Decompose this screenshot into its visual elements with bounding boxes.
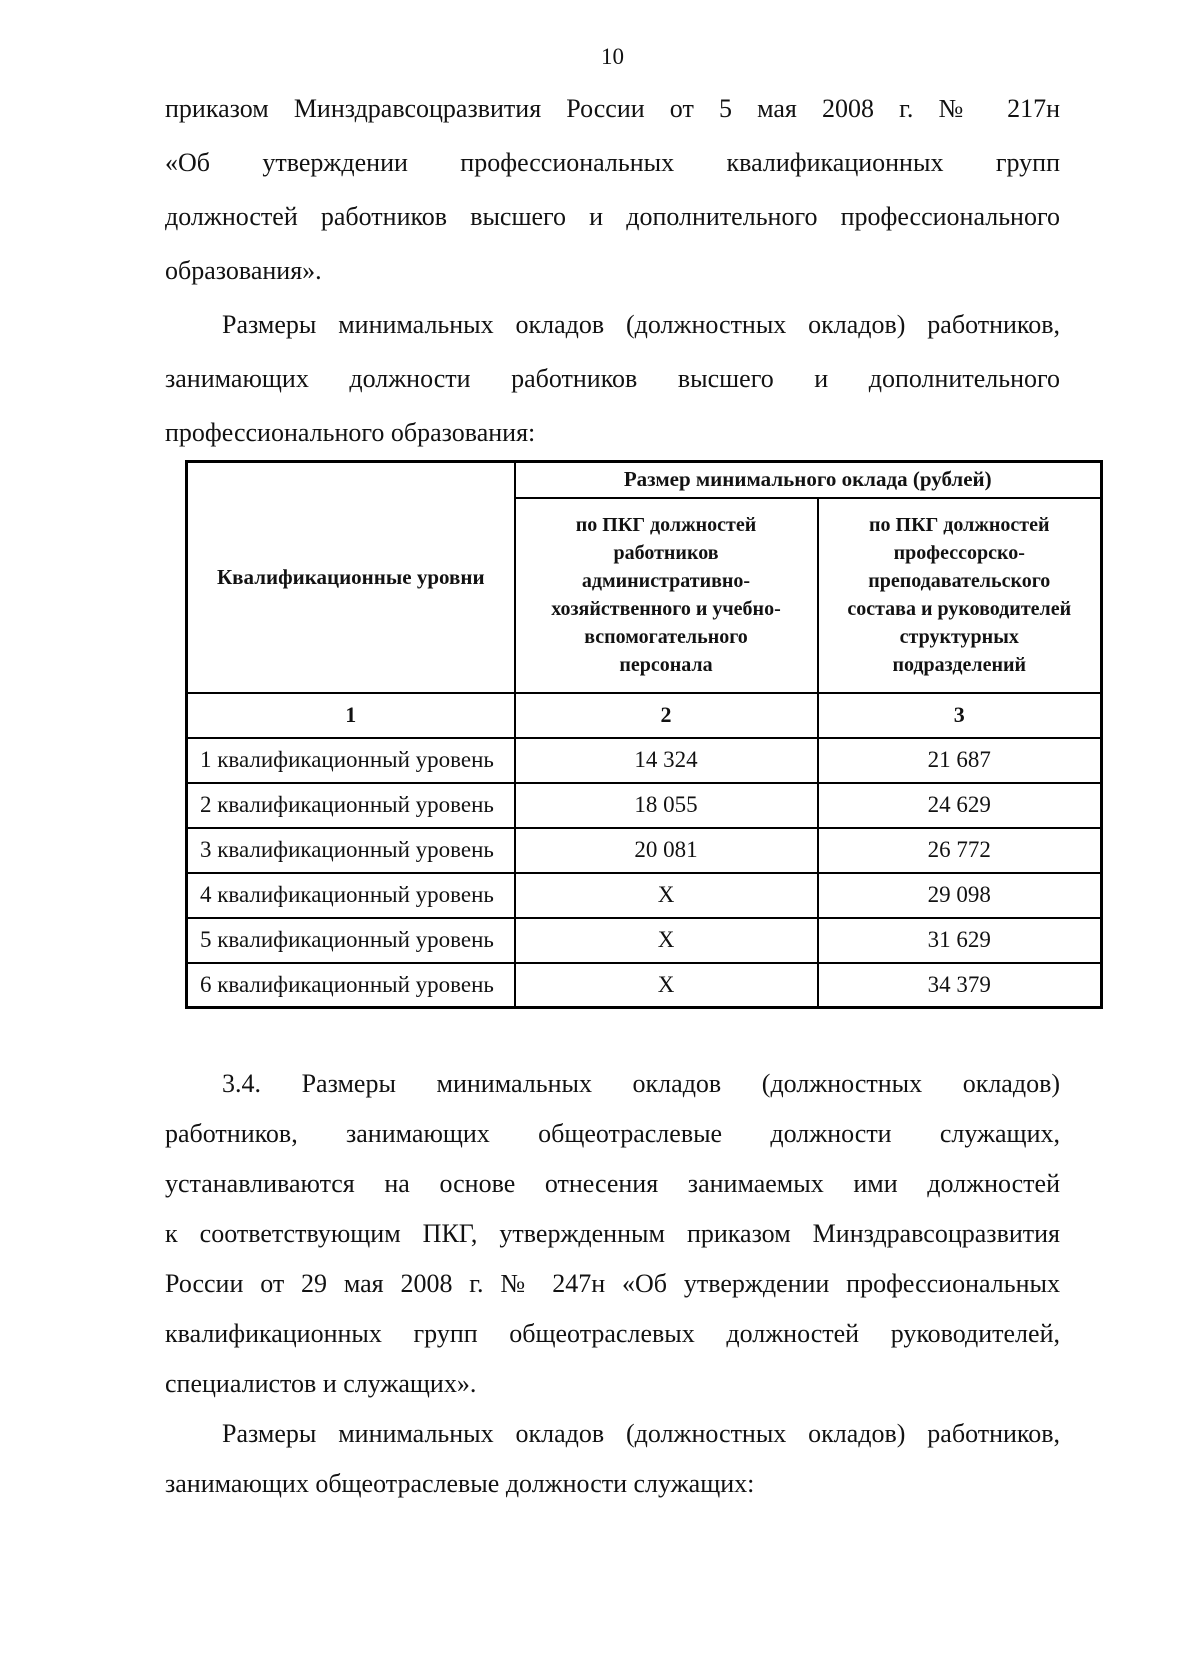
column-numbering-row: 1 2 3	[185, 691, 1103, 739]
header-line: персонала	[619, 654, 713, 676]
admin-salary-value: 20 081	[513, 826, 819, 874]
paragraph-line: к соответствующим ПКГ, утвержденным прик…	[165, 1219, 1060, 1248]
paragraph-line: занимающих общеотраслевые должности служ…	[165, 1469, 755, 1498]
table-row: 2 квалификационный уровень 18 055 24 629	[185, 781, 1103, 829]
page-number: 10	[601, 44, 624, 69]
qualification-level: 5 квалификационный уровень	[185, 916, 516, 964]
paragraph-line: образования».	[165, 256, 322, 285]
paragraph-line: приказом Минздравсоцразвития России от 5…	[165, 94, 1060, 123]
header-line: структурных	[899, 626, 1019, 648]
table-row: 3 квалификационный уровень 20 081 26 772	[185, 826, 1103, 874]
header-line: вспомогательного	[584, 626, 748, 648]
paragraph-table-intro: Размеры минимальных окладов (должностных…	[165, 298, 1060, 460]
header-line: преподавательского	[868, 570, 1051, 592]
paragraph-line: профессионального образования:	[165, 418, 536, 447]
salary-table: Квалификационные уровни Размер минимальн…	[185, 460, 1103, 1009]
paragraph-line: занимающих должности работников высшего …	[165, 364, 1060, 393]
table-row: 4 квалификационный уровень Х 29 098	[185, 871, 1103, 919]
header-line: состава и руководителей	[847, 598, 1072, 620]
qualification-level: 1 квалификационный уровень	[185, 736, 516, 784]
paragraph-line: устанавливаются на основе отнесения зани…	[165, 1169, 1060, 1198]
paragraph-line: России от 29 мая 2008 г. № 247н «Об утве…	[165, 1269, 1060, 1298]
prof-salary-value: 26 772	[816, 826, 1103, 874]
table-row: 6 квалификационный уровень Х 34 379	[185, 961, 1103, 1009]
table-row: 1 квалификационный уровень 14 324 21 687	[185, 736, 1103, 784]
table-row: 5 квалификационный уровень Х 31 629	[185, 916, 1103, 964]
qualification-level: 6 квалификационный уровень	[185, 961, 516, 1009]
admin-salary-value: 14 324	[513, 736, 819, 784]
admin-salary-value: Х	[513, 916, 819, 964]
header-line: административно-	[581, 570, 751, 592]
paragraph-clerks-intro: Размеры минимальных окладов (должностных…	[165, 1409, 1060, 1509]
paragraph-line: 3.4. Размеры минимальных окладов (должно…	[222, 1069, 1060, 1098]
prof-salary-value: 31 629	[816, 916, 1103, 964]
prof-salary-value: 34 379	[816, 961, 1103, 1009]
header-line: профессорско-	[893, 542, 1025, 564]
prof-salary-value: 29 098	[816, 871, 1103, 919]
column-number: 1	[185, 691, 516, 739]
qualification-level: 4 квалификационный уровень	[185, 871, 516, 919]
paragraph-line: Размеры минимальных окладов (должностных…	[222, 310, 1060, 339]
paragraph-3-4: 3.4. Размеры минимальных окладов (должно…	[165, 1059, 1060, 1409]
column-number: 3	[816, 691, 1103, 739]
table-header-row-top: Квалификационные уровни Размер минимальн…	[185, 460, 1103, 694]
header-admin-staff: по ПКГ должностей работников администрат…	[513, 496, 819, 694]
paragraph-line: должностей работников высшего и дополнит…	[165, 202, 1060, 231]
header-line: хозяйственного и учебно-	[551, 598, 781, 620]
qualification-level: 2 квалификационный уровень	[185, 781, 516, 829]
column-number: 2	[513, 691, 819, 739]
admin-salary-value: Х	[513, 961, 819, 1009]
admin-salary-value: 18 055	[513, 781, 819, 829]
header-minimum-salary: Размер минимального оклада (рублей)	[513, 460, 1103, 499]
paragraph-line: квалификационных групп общеотраслевых до…	[165, 1319, 1060, 1348]
header-line: подразделений	[892, 654, 1027, 676]
header-professor-staff: по ПКГ должностей профессорско- преподав…	[816, 496, 1103, 694]
paragraph-line: работников, занимающих общеотраслевые до…	[165, 1119, 1060, 1148]
paragraph-line: Размеры минимальных окладов (должностных…	[222, 1419, 1060, 1448]
header-line: по ПКГ должностей	[868, 514, 1050, 536]
prof-salary-value: 24 629	[816, 781, 1103, 829]
header-line: по ПКГ должностей	[575, 514, 757, 536]
qualification-level: 3 квалификационный уровень	[185, 826, 516, 874]
paragraph-line: специалистов и служащих».	[165, 1369, 477, 1398]
paragraph-order-217n: приказом Минздравсоцразвития России от 5…	[165, 82, 1060, 298]
header-qualification-levels: Квалификационные уровни	[185, 460, 516, 694]
prof-salary-value: 21 687	[816, 736, 1103, 784]
header-line: работников	[613, 542, 719, 564]
paragraph-line: «Об утверждении профессиональных квалифи…	[165, 148, 1060, 177]
table-header-row-sub: по ПКГ должностей работников администрат…	[187, 496, 1103, 694]
admin-salary-value: Х	[513, 871, 819, 919]
